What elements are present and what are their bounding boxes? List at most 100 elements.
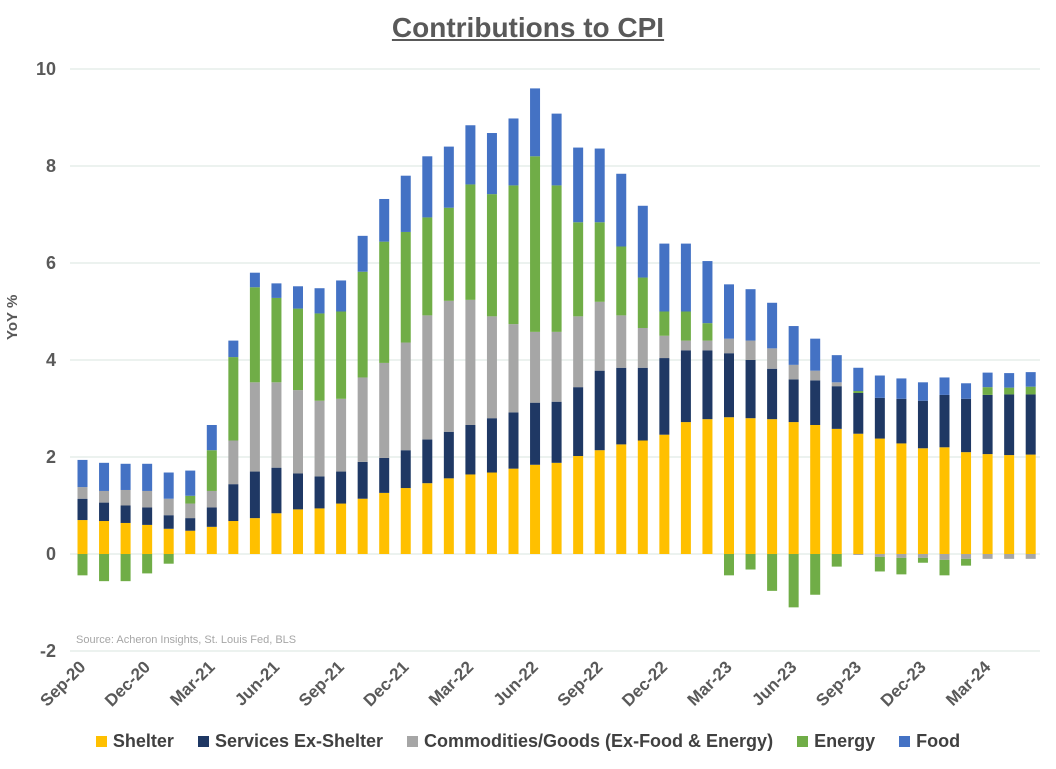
bar-services-ex-shelter-jul-23: [810, 380, 821, 425]
bar-energy-jan-22: [422, 217, 433, 316]
bar-energy-nov-21: [379, 241, 390, 363]
bar-energy-jan-21: [163, 554, 174, 564]
bar-commodities-goods-ex-food-energy-may-22: [508, 324, 519, 413]
bar-energy-dec-22: [659, 311, 670, 336]
bar-food-mar-21: [206, 424, 217, 451]
bar-energy-apr-23: [745, 554, 756, 570]
bar-shelter-mar-21: [206, 526, 217, 554]
bar-services-ex-shelter-mar-21: [206, 507, 217, 527]
bar-food-may-21: [249, 272, 260, 288]
bar-services-ex-shelter-may-22: [508, 412, 519, 469]
bar-commodities-goods-ex-food-energy-jun-21: [271, 382, 282, 468]
bar-energy-oct-20: [99, 554, 110, 582]
bar-commodities-goods-ex-food-energy-mar-21: [206, 490, 217, 508]
bar-shelter-feb-24: [961, 452, 972, 554]
bar-shelter-feb-21: [185, 530, 196, 554]
bar-energy-jan-24: [939, 559, 950, 576]
bar-energy-aug-22: [573, 222, 584, 317]
legend-item-commodities: Commodities/Goods (Ex-Food & Energy): [407, 731, 773, 752]
bar-services-ex-shelter-oct-20: [99, 502, 110, 522]
bar-energy-mar-24: [982, 387, 993, 395]
bar-services-ex-shelter-apr-21: [228, 484, 239, 522]
bar-services-ex-shelter-may-24: [1025, 394, 1036, 455]
bar-food-jan-21: [163, 472, 174, 499]
bar-shelter-jan-22: [422, 483, 433, 554]
bar-commodities-goods-ex-food-energy-mar-23: [724, 338, 734, 354]
bar-services-ex-shelter-jan-22: [422, 439, 433, 484]
bar-shelter-dec-22: [659, 434, 670, 554]
x-tick-label: Sep-23: [812, 657, 865, 710]
bar-shelter-nov-23: [896, 443, 907, 554]
bar-services-ex-shelter-jun-22: [530, 402, 541, 465]
bar-commodities-goods-ex-food-energy-jan-23: [680, 340, 691, 351]
bar-energy-may-24: [1025, 386, 1036, 395]
bar-energy-nov-20: [120, 554, 131, 582]
bar-commodities-goods-ex-food-energy-jan-21: [163, 498, 174, 516]
bar-energy-jan-23: [680, 311, 691, 341]
bar-services-ex-shelter-sep-22: [594, 370, 605, 451]
bar-food-oct-20: [99, 462, 110, 491]
bar-shelter-jul-22: [551, 462, 562, 554]
bar-commodities-goods-ex-food-energy-oct-23: [874, 554, 885, 557]
bar-services-ex-shelter-nov-20: [120, 505, 131, 523]
bar-energy-dec-21: [400, 231, 411, 343]
bar-shelter-apr-23: [745, 418, 756, 554]
bar-food-sep-23: [853, 367, 864, 392]
chart-title: Contributions to CPI: [391, 12, 665, 43]
bar-services-ex-shelter-sep-21: [336, 471, 347, 504]
bar-energy-aug-21: [314, 313, 325, 401]
bar-food-oct-22: [616, 173, 627, 247]
bar-energy-jul-21: [293, 308, 303, 391]
bar-commodities-goods-ex-food-energy-feb-24: [961, 554, 972, 559]
bar-food-sep-22: [594, 148, 605, 223]
bar-shelter-apr-24: [1004, 455, 1015, 554]
bar-services-ex-shelter-jan-23: [680, 350, 691, 423]
bar-services-ex-shelter-apr-24: [1004, 394, 1015, 456]
bar-shelter-mar-22: [465, 474, 476, 554]
bar-commodities-goods-ex-food-energy-apr-22: [486, 316, 497, 419]
bar-shelter-aug-21: [314, 508, 325, 554]
legend-swatch-services-ex-shelter: [197, 736, 209, 747]
bar-food-apr-23: [745, 289, 756, 341]
bar-shelter-jul-21: [293, 509, 303, 554]
bar-services-ex-shelter-apr-23: [745, 360, 756, 419]
bar-food-jan-22: [422, 156, 433, 218]
bar-commodities-goods-ex-food-energy-dec-22: [659, 335, 670, 359]
bar-food-jul-21: [293, 286, 303, 309]
bar-food-aug-22: [573, 147, 584, 223]
bar-commodities-goods-ex-food-energy-mar-24: [982, 554, 993, 559]
bar-commodities-goods-ex-food-energy-dec-20: [142, 490, 153, 508]
bar-shelter-aug-22: [573, 456, 584, 554]
bar-services-ex-shelter-feb-23: [702, 350, 713, 420]
bar-food-feb-23: [702, 261, 713, 324]
bar-energy-apr-22: [486, 194, 497, 317]
bar-shelter-dec-21: [400, 488, 411, 554]
y-tick-label: 0: [46, 544, 56, 564]
bar-energy-nov-22: [637, 277, 648, 328]
bar-shelter-jun-23: [788, 422, 799, 554]
bar-commodities-goods-ex-food-energy-oct-21: [357, 377, 368, 462]
bar-commodities-goods-ex-food-energy-feb-21: [185, 503, 196, 519]
bar-food-apr-21: [228, 340, 239, 358]
bar-energy-jun-23: [788, 554, 799, 608]
bar-food-nov-20: [120, 463, 131, 490]
bar-commodities-goods-ex-food-energy-oct-22: [616, 315, 627, 368]
bar-services-ex-shelter-jun-21: [271, 467, 282, 514]
bar-shelter-jul-23: [810, 424, 821, 554]
legend-item-energy: Energy: [797, 731, 875, 752]
bar-commodities-goods-ex-food-energy-aug-21: [314, 400, 325, 477]
bar-energy-sep-20: [77, 554, 88, 576]
x-tick-label: Dec-21: [360, 657, 413, 710]
bar-commodities-goods-ex-food-energy-jul-23: [810, 370, 821, 381]
bar-food-may-22: [508, 118, 519, 186]
bar-shelter-jun-22: [530, 464, 541, 554]
bar-food-oct-21: [357, 235, 368, 272]
legend-label-commodities: Commodities/Goods (Ex-Food & Energy): [424, 731, 774, 751]
bar-food-nov-21: [379, 198, 390, 242]
bar-shelter-aug-23: [831, 428, 842, 554]
bar-shelter-may-24: [1025, 454, 1036, 554]
bar-services-ex-shelter-aug-23: [831, 386, 842, 429]
bar-energy-may-22: [508, 185, 519, 325]
bar-shelter-apr-21: [228, 521, 239, 554]
legend-swatch-food: [899, 736, 911, 747]
